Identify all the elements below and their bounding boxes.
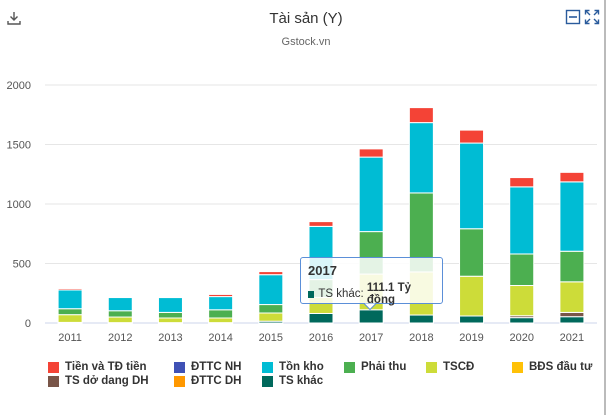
legend-item[interactable]: Tiền và TĐ tiền — [48, 361, 147, 373]
bar-segment — [459, 315, 485, 324]
x-tick-label: 2011 — [58, 332, 82, 344]
legend-label: ĐTTC NH — [191, 361, 242, 373]
bar-segment — [258, 271, 284, 276]
bar-segment — [459, 142, 485, 230]
tooltip-value: 111.1 Tỷ đồng — [366, 282, 412, 306]
legend-label: TS khác — [279, 375, 324, 387]
bar-segment — [107, 310, 133, 318]
bar-segment — [358, 309, 384, 324]
x-tick-label: 2015 — [259, 332, 283, 344]
legend-swatch — [262, 361, 273, 373]
bar-segment — [559, 181, 585, 252]
bar-segment — [157, 317, 183, 324]
legend-swatch — [512, 361, 523, 373]
chart-title: Tài sản (Y) — [269, 10, 343, 27]
collapse-icon[interactable] — [565, 9, 581, 30]
tooltip-year: 2017 — [308, 263, 337, 278]
bar-segment — [157, 297, 183, 313]
tooltip-swatch — [308, 290, 315, 298]
legend-item[interactable]: TS dở dang DH — [48, 375, 149, 387]
legend-swatch — [426, 361, 437, 373]
tooltip: 2017 TS khác: 111.1 Tỷ đồng — [300, 257, 443, 306]
legend-label: BĐS đầu tư — [529, 361, 593, 373]
bar-segment — [258, 274, 284, 306]
bar-segment — [208, 293, 234, 298]
bar-segment — [57, 287, 83, 291]
legend-item[interactable]: TSCĐ — [426, 361, 474, 373]
legend-label: Tiền và TĐ tiền — [65, 361, 147, 373]
bar-segment — [559, 311, 585, 318]
expand-icon[interactable] — [584, 9, 600, 30]
legend-label: Phải thu — [361, 361, 407, 373]
y-tick-label: 1500 — [7, 140, 31, 152]
y-tick-label: 500 — [13, 259, 31, 271]
legend-swatch — [48, 361, 59, 373]
legend-item[interactable]: Phải thu — [344, 361, 406, 373]
legend-item[interactable]: ĐTTC DH — [174, 375, 241, 387]
bar-segment — [208, 309, 234, 319]
x-tick-label: 2016 — [309, 332, 333, 344]
bar-segment — [107, 297, 133, 312]
bar-segment — [509, 186, 535, 255]
bar-segment — [559, 316, 585, 324]
chart-subtitle: Gstock.vn — [281, 36, 331, 48]
bar-segment — [358, 156, 384, 233]
y-tick-label: 2000 — [7, 80, 31, 92]
bar-segment — [208, 317, 234, 324]
bar-segment — [408, 107, 434, 124]
bar-segment — [408, 314, 434, 324]
bar-segment — [258, 304, 284, 314]
bar-segment — [107, 316, 133, 324]
bar-segment — [559, 281, 585, 313]
legend-item[interactable]: Tồn kho — [262, 361, 324, 373]
legend-label: ĐTTC DH — [191, 375, 242, 387]
y-tick-label: 1000 — [7, 199, 31, 211]
x-tick-label: 2012 — [108, 332, 132, 344]
legend-swatch — [174, 361, 185, 373]
legend-label: TSCĐ — [443, 361, 475, 373]
legend-swatch — [48, 375, 59, 387]
bar-segment — [509, 177, 535, 188]
bar-segment — [57, 314, 83, 323]
bar-segment — [559, 171, 585, 183]
bar-segment — [57, 308, 83, 316]
bar-segment — [358, 148, 384, 158]
bar-segment — [559, 250, 585, 283]
legend-swatch — [344, 361, 355, 373]
bar-segment — [509, 253, 535, 287]
x-tick-label: 2014 — [208, 332, 232, 344]
legend-item[interactable]: BĐS đầu tư — [512, 361, 592, 373]
download-icon[interactable] — [6, 10, 22, 31]
legend-item[interactable]: ĐTTC NH — [174, 361, 241, 373]
legend-label: TS dở dang DH — [65, 375, 149, 387]
y-tick-label: 0 — [25, 318, 31, 330]
bar-segment — [308, 221, 334, 227]
bar-segment — [408, 122, 434, 194]
bar-segment — [308, 312, 334, 324]
bar-segment — [157, 296, 183, 299]
bar-segment — [509, 285, 535, 317]
bar-segment — [107, 296, 133, 299]
bar-segment — [258, 312, 284, 322]
bar-segment — [157, 311, 183, 319]
x-tick-label: 2021 — [560, 332, 584, 344]
x-tick-label: 2018 — [409, 332, 433, 344]
bar-segment — [509, 317, 535, 324]
legend-swatch — [174, 375, 185, 387]
bar-segment — [459, 275, 485, 317]
x-tick-label: 2019 — [459, 332, 483, 344]
bar-segment — [57, 289, 83, 310]
x-tick-label: 2020 — [509, 332, 533, 344]
tooltip-label: TS khác: — [318, 288, 367, 300]
bar-segment — [459, 228, 485, 277]
legend-swatch — [262, 375, 273, 387]
x-tick-label: 2017 — [359, 332, 383, 344]
legend-item[interactable]: TS khác — [262, 375, 323, 387]
x-tick-label: 2013 — [158, 332, 182, 344]
panel-border — [604, 0, 606, 415]
legend-label: Tồn kho — [279, 361, 324, 373]
bar-segment — [459, 129, 485, 144]
bar-segment — [208, 296, 234, 311]
